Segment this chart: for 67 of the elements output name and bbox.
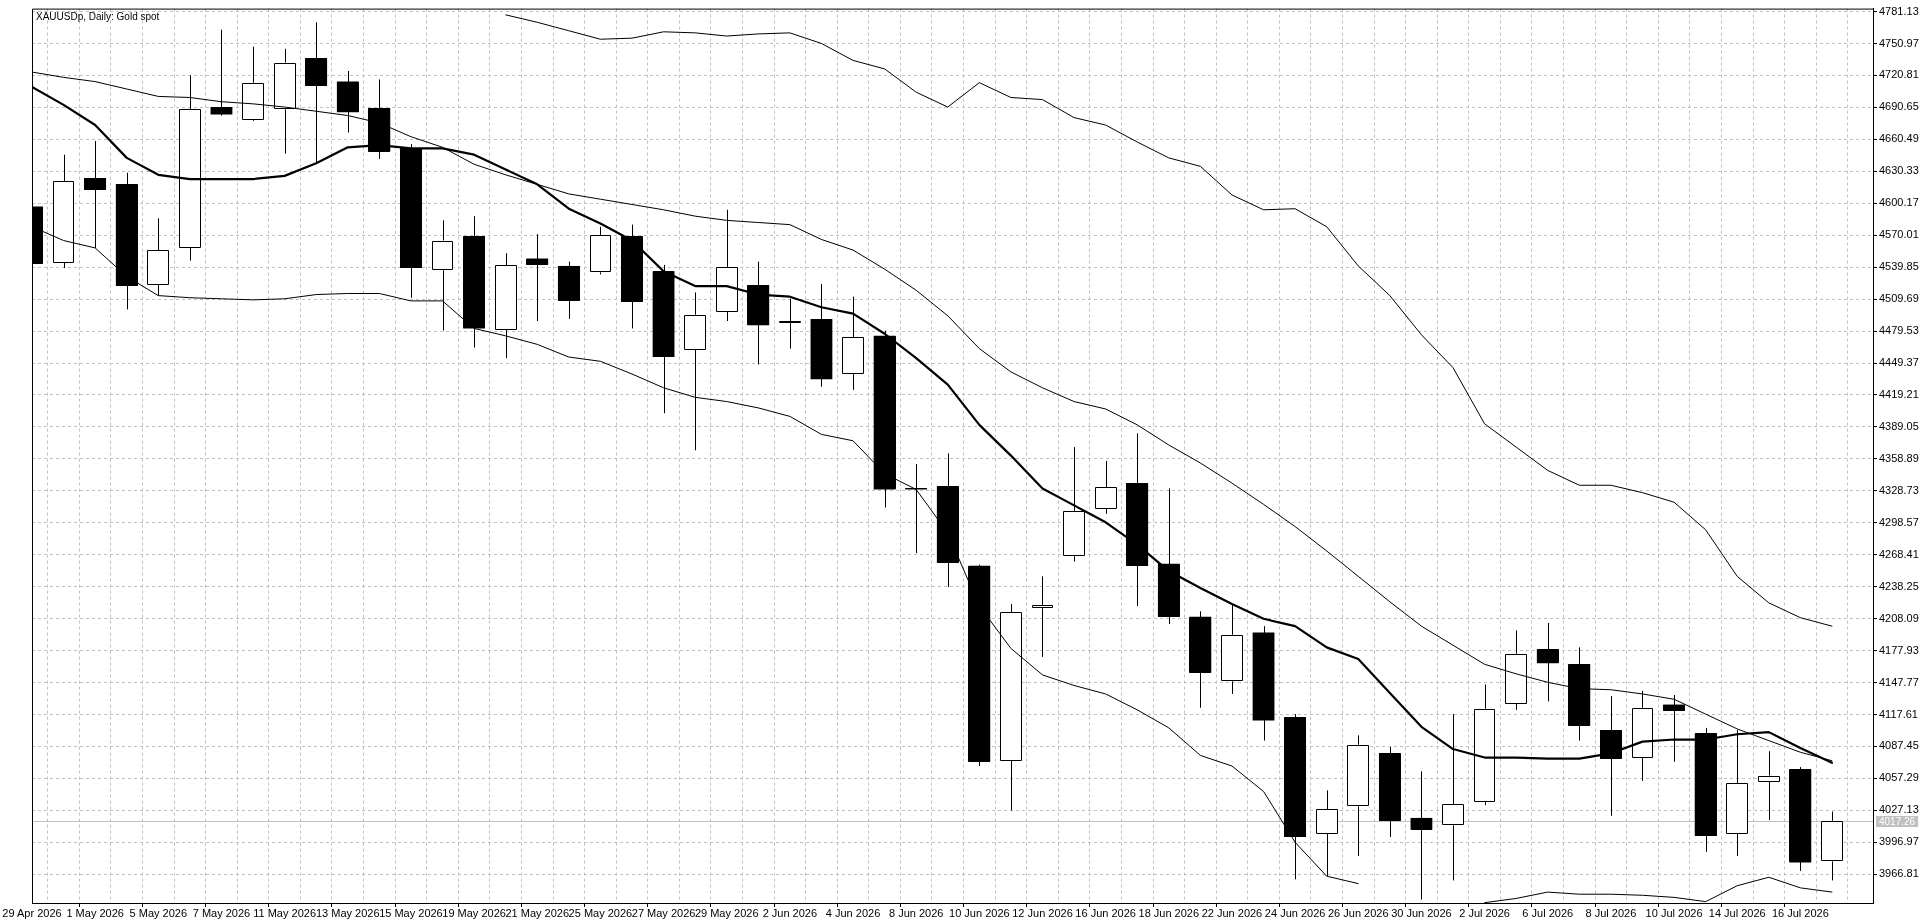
y-tick-label: 4057.29 xyxy=(1879,771,1919,784)
candlestick xyxy=(778,298,801,350)
candlestick xyxy=(1757,750,1780,821)
y-tick-label: 4298.57 xyxy=(1879,515,1919,528)
x-tick-label: 12 Jun 2026 xyxy=(1012,906,1073,919)
x-tick-label: 16 Jul 2026 xyxy=(1771,906,1829,919)
x-tick-label: 27 May 2026 xyxy=(631,906,696,919)
x-tick-label: 8 Jul 2026 xyxy=(1585,906,1637,919)
x-tick-label: 25 May 2026 xyxy=(568,906,633,919)
x-tick-label: 26 Jun 2026 xyxy=(1328,906,1389,919)
candlestick xyxy=(1410,770,1433,900)
y-tick-label: 4268.41 xyxy=(1879,547,1919,560)
x-tick-label: 8 Jun 2026 xyxy=(888,906,944,919)
x-tick-label: 22 Jun 2026 xyxy=(1201,906,1263,919)
y-tick-label: 4660.49 xyxy=(1879,132,1919,145)
x-tick-label: 19 May 2026 xyxy=(442,906,506,919)
x-tick-label: 2 Jul 2026 xyxy=(1459,906,1510,919)
x-tick-label: 15 May 2026 xyxy=(379,906,443,919)
y-tick-label: 4570.01 xyxy=(1879,228,1919,241)
y-tick-label: 4479.53 xyxy=(1879,324,1919,337)
y-tick-label: 4087.45 xyxy=(1879,739,1919,752)
x-tick-label: 1 May 2026 xyxy=(66,906,124,919)
y-tick-label: 4238.25 xyxy=(1879,579,1919,592)
chart-title: XAUUSDp, Daily: Gold spot xyxy=(36,11,160,23)
y-tick-label: 4781.13 xyxy=(1879,4,1919,17)
y-tick-label: 4389.05 xyxy=(1879,419,1919,432)
x-tick-label: 29 Apr 2026 xyxy=(2,906,62,919)
y-tick-label: 4600.17 xyxy=(1879,196,1919,209)
candlestick xyxy=(1536,622,1559,702)
candlestick xyxy=(1094,460,1117,515)
y-tick-label: 4720.81 xyxy=(1879,68,1919,81)
y-tick-label: 4509.69 xyxy=(1879,292,1919,305)
x-tick-label: 10 Jun 2026 xyxy=(949,906,1010,919)
candlestick xyxy=(526,233,549,322)
y-tick-label: 4630.33 xyxy=(1879,164,1919,177)
y-tick-label: 4208.09 xyxy=(1879,611,1919,624)
x-tick-label: 16 Jun 2026 xyxy=(1075,906,1136,919)
x-tick-label: 6 Jul 2026 xyxy=(1522,906,1574,919)
y-tick-label: 3996.97 xyxy=(1879,835,1919,848)
y-tick-label: 4147.77 xyxy=(1879,675,1919,688)
y-tick-label: 4449.37 xyxy=(1879,356,1919,369)
y-tick-label: 4328.73 xyxy=(1879,483,1919,496)
x-tick-label: 30 Jun 2026 xyxy=(1391,906,1452,919)
y-tick-label: 4750.97 xyxy=(1879,36,1919,49)
x-tick-label: 21 May 2026 xyxy=(505,906,570,919)
ref-line-label: 4017.26 xyxy=(1879,815,1916,827)
x-tick-label: 29 May 2026 xyxy=(694,906,759,919)
y-tick-label: 4419.21 xyxy=(1879,388,1919,401)
x-tick-label: 4 Jun 2026 xyxy=(825,906,881,919)
y-tick-label: 4539.85 xyxy=(1879,260,1919,273)
x-tick-label: 18 Jun 2026 xyxy=(1138,906,1200,919)
y-tick-label: 3966.81 xyxy=(1879,867,1919,880)
x-tick-label: 7 May 2026 xyxy=(192,906,251,919)
x-tick-label: 2 Jun 2026 xyxy=(762,906,818,919)
candlestick xyxy=(905,463,928,554)
y-tick-label: 4027.13 xyxy=(1879,803,1919,816)
candlestick xyxy=(1031,575,1054,658)
x-tick-label: 13 May 2026 xyxy=(315,906,380,919)
x-tick-label: 14 Jul 2026 xyxy=(1708,906,1766,919)
y-tick-label: 4117.61 xyxy=(1879,707,1918,720)
y-tick-label: 4177.93 xyxy=(1879,643,1919,656)
x-tick-label: 11 May 2026 xyxy=(253,906,317,919)
y-tick-label: 4358.89 xyxy=(1879,451,1919,464)
x-tick-label: 5 May 2026 xyxy=(129,906,188,919)
x-tick-label: 24 Jun 2026 xyxy=(1264,906,1326,919)
y-tick-label: 4690.65 xyxy=(1879,100,1919,113)
x-tick-label: 10 Jul 2026 xyxy=(1645,906,1703,919)
